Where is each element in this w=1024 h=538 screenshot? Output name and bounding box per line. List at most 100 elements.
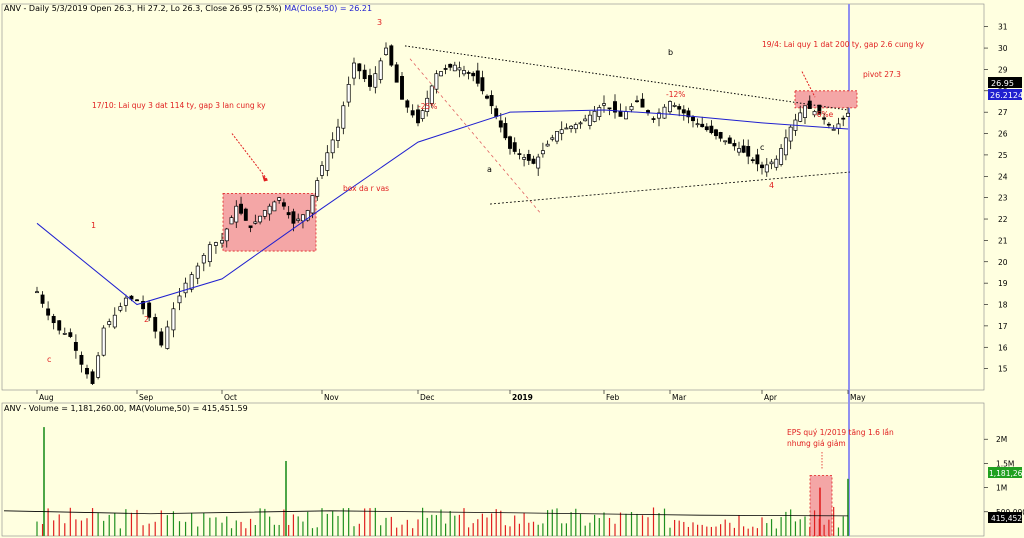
candle-body[interactable] [286,212,291,216]
candle-body[interactable] [429,85,434,104]
candle-body[interactable] [73,341,78,351]
candle-body[interactable] [624,111,628,120]
candle-body[interactable] [272,201,277,212]
candle-body[interactable] [277,197,282,201]
candle-body[interactable] [389,45,394,66]
candle-body[interactable] [85,367,89,375]
candle-body[interactable] [112,314,117,328]
candle-body[interactable] [62,333,67,335]
candle-body[interactable] [764,164,769,173]
candle-body[interactable] [503,123,508,139]
candle-body[interactable] [779,148,784,165]
candle-body[interactable] [336,126,340,141]
candle-body[interactable] [107,321,112,325]
candle-body[interactable] [346,84,351,103]
candle-body[interactable] [68,332,73,337]
candle-body[interactable] [141,301,146,310]
candle-body[interactable] [448,63,453,68]
candle-body[interactable] [817,104,822,115]
candle-body[interactable] [531,158,536,164]
candle-body[interactable] [788,126,793,142]
candle-body[interactable] [723,140,728,143]
candle-body[interactable] [362,69,367,80]
candle-body[interactable] [135,299,139,302]
candle-body[interactable] [420,110,425,119]
candle-body[interactable] [691,116,695,122]
candle-body[interactable] [709,125,714,134]
candle-body[interactable] [700,123,705,128]
candle-body[interactable] [291,211,296,224]
candle-body[interactable] [555,131,559,142]
candle-body[interactable] [475,70,480,84]
candle-body[interactable] [229,217,234,225]
candle-body[interactable] [234,205,239,223]
candle-body[interactable] [822,117,827,120]
candle-body[interactable] [378,60,383,80]
candle-body[interactable] [602,103,606,106]
candle-body[interactable] [760,164,764,169]
candle-body[interactable] [704,126,709,131]
candle-body[interactable] [281,202,286,207]
candle-body[interactable] [480,77,485,92]
candle-body[interactable] [201,255,206,264]
candle-body[interactable] [607,107,612,110]
candle-body[interactable] [755,154,760,165]
candle-body[interactable] [213,242,218,246]
candle-body[interactable] [341,105,346,129]
candle-body[interactable] [746,146,751,157]
candle-body[interactable] [583,118,588,122]
candle-body[interactable] [101,327,106,356]
candle-body[interactable] [668,101,672,113]
candle-body[interactable] [416,109,420,124]
candle-body[interactable] [508,136,512,149]
candle-body[interactable] [769,161,774,165]
candle-body[interactable] [310,195,315,214]
candle-body[interactable] [714,129,718,137]
candle-body[interactable] [489,95,494,107]
candle-body[interactable] [597,107,602,117]
candle-body[interactable] [569,125,574,129]
candle-body[interactable] [732,143,737,147]
candle-body[interactable] [635,100,639,103]
candle-body[interactable] [384,47,388,55]
candle-body[interactable] [118,306,123,311]
candle-body[interactable] [357,63,362,72]
candle-body[interactable] [296,218,301,221]
candle-body[interactable] [466,72,471,74]
candle-body[interactable] [410,110,415,116]
candle-body[interactable] [46,308,51,316]
candle-body[interactable] [40,294,45,304]
candle-body[interactable] [258,215,263,223]
candle-body[interactable] [681,109,686,114]
candle-body[interactable] [239,203,243,214]
candle-body[interactable] [301,214,305,222]
candle-body[interactable] [129,295,134,300]
candle-body[interactable] [153,317,158,332]
candle-body[interactable] [147,302,152,318]
candle-body[interactable] [207,244,212,263]
candle-body[interactable] [452,64,457,72]
candle-body[interactable] [189,274,194,290]
candle-body[interactable] [498,120,503,128]
candle-body[interactable] [243,208,248,221]
candle-body[interactable] [35,291,39,294]
candle-body[interactable] [750,159,755,162]
candle-body[interactable] [177,295,182,304]
candle-body[interactable] [564,127,569,130]
candle-body[interactable] [573,124,578,130]
candle-body[interactable] [512,142,517,152]
candle-body[interactable] [662,106,667,119]
candle-body[interactable] [224,228,229,242]
candle-body[interactable] [737,148,741,153]
candle-body[interactable] [195,265,200,279]
price-candles[interactable] [35,42,850,386]
candle-body[interactable] [471,72,476,77]
candle-body[interactable] [657,112,661,119]
candle-body[interactable] [262,210,267,217]
candle-body[interactable] [57,320,62,331]
candle-body[interactable] [836,123,841,129]
candle-body[interactable] [522,157,527,160]
candle-body[interactable] [550,137,555,140]
candle-body[interactable] [434,73,439,90]
candle-body[interactable] [526,154,531,161]
